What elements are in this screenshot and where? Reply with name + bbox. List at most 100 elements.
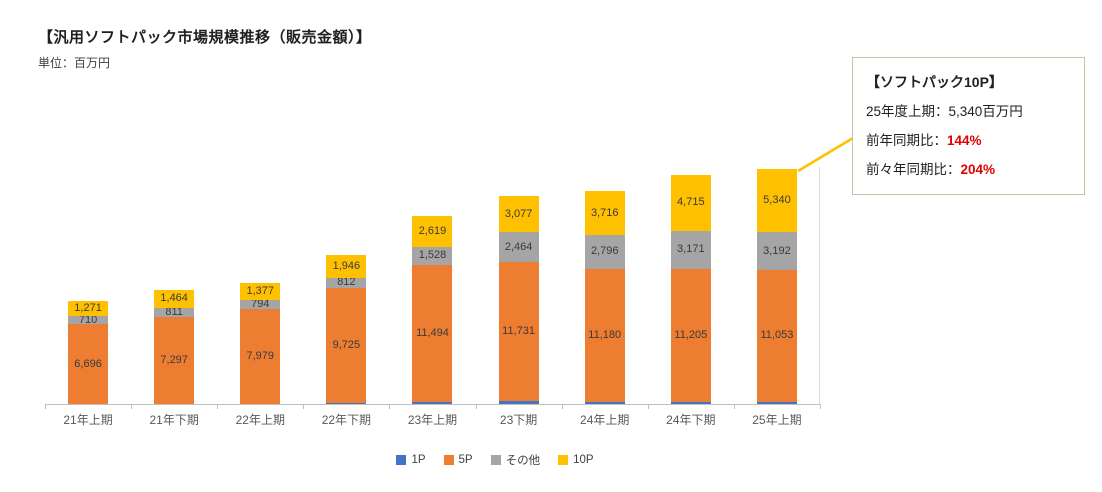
bar-segment-その他	[240, 299, 281, 310]
data-label-その他: 811	[165, 305, 183, 318]
data-label-その他: 3,171	[677, 243, 705, 256]
data-label-5P: 11,053	[760, 329, 794, 342]
bar-segment-10P	[498, 195, 539, 233]
bar-segment-1P	[498, 401, 539, 404]
legend-label: 10P	[573, 454, 594, 466]
data-label-10P: 2,619	[418, 224, 447, 237]
x-axis-label: 25年上期	[752, 413, 802, 427]
bar-segment-その他	[756, 232, 797, 271]
data-label-その他: 710	[78, 313, 98, 326]
legend: 1P 5P その他 10P	[45, 452, 945, 468]
bar-segment-5P	[412, 265, 453, 402]
callout-line-2: 前年同期比：144%	[866, 126, 1071, 155]
axis-tick	[389, 404, 391, 409]
unit-label: 単位：百万円	[38, 56, 111, 70]
data-label-10P: 1,464	[160, 292, 188, 305]
bar-segment-10P	[154, 290, 195, 308]
callout-line-2-value: 144%	[947, 133, 982, 148]
data-label-10P: 4,715	[677, 196, 705, 209]
data-label-10P: 3,077	[504, 207, 533, 220]
callout-line-2-text: 前年同期比：	[866, 133, 947, 148]
data-label-10P: 1,377	[246, 284, 275, 297]
axis-tick	[303, 404, 305, 409]
data-label-10P: 1,271	[74, 301, 102, 314]
axis-tick	[561, 404, 563, 409]
callout-line-1: 25年度上期：5,340百万円	[866, 97, 1071, 126]
legend-item-5P: 5P	[443, 454, 473, 466]
data-label-5P: 11,731	[502, 325, 535, 338]
bar-segment-その他	[412, 246, 453, 265]
callout-box: 【ソフトパック10P】 25年度上期：5,340百万円 前年同期比：144% 前…	[852, 57, 1085, 195]
legend-label: 1P	[411, 454, 426, 466]
axis-tick	[475, 404, 477, 409]
data-label-5P: 11,494	[416, 326, 449, 339]
callout-line-3-value: 204%	[960, 162, 996, 177]
axis-tick	[733, 404, 735, 409]
bar-segment-その他	[68, 315, 109, 325]
axis-tick	[820, 404, 821, 409]
bar-segment-1P	[756, 401, 797, 404]
x-axis-label: 22年上期	[235, 413, 285, 427]
bar-segment-10P	[584, 191, 625, 236]
bar-segment-5P	[326, 287, 367, 404]
bar-segment-5P	[670, 268, 711, 402]
x-axis-label: 23年上期	[407, 413, 458, 427]
bar-segment-1P	[670, 401, 711, 404]
bar-segment-10P	[412, 215, 453, 247]
data-label-その他: 1,528	[418, 249, 447, 262]
bar-segment-5P	[68, 324, 109, 404]
data-label-その他: 812	[337, 276, 356, 289]
bar-segment-10P	[756, 168, 797, 233]
bar-segment-1P	[326, 403, 367, 404]
legend-swatch	[558, 455, 569, 465]
data-label-10P: 3,716	[590, 206, 619, 219]
data-label-5P: 9,725	[332, 339, 361, 352]
x-axis-label: 22年下期	[321, 413, 372, 427]
x-axis-label: 21年上期	[63, 413, 113, 427]
bar-segment-その他	[326, 278, 367, 288]
callout-line-3: 前々年同期比：204%	[866, 155, 1071, 184]
data-label-その他: 794	[251, 297, 270, 310]
legend-item-1P: 1P	[396, 454, 426, 466]
bar-segment-5P	[756, 270, 797, 402]
data-label-5P: 11,180	[588, 328, 622, 341]
bar-segment-5P	[154, 317, 195, 404]
legend-swatch	[443, 455, 454, 465]
legend-label: 5P	[458, 454, 473, 466]
bar-segment-10P	[68, 300, 109, 316]
data-label-5P: 7,297	[160, 354, 188, 367]
axis-tick	[217, 404, 219, 409]
legend-label: その他	[505, 455, 541, 467]
bar-segment-その他	[498, 232, 539, 262]
bar-segment-その他	[154, 307, 195, 318]
data-label-10P: 1,946	[332, 259, 361, 272]
data-label-その他: 3,192	[763, 244, 791, 257]
bar-segment-10P	[326, 254, 367, 279]
bar-segment-1P	[584, 401, 625, 404]
data-label-5P: 7,979	[246, 350, 275, 363]
plot-right-border	[819, 167, 820, 404]
x-axis-label: 24年下期	[666, 413, 716, 427]
bar-segment-5P	[240, 309, 281, 404]
chart-title: 【汎用ソフトパック市場規模推移（販売金額）】	[38, 29, 372, 46]
bar-segment-1P	[412, 401, 453, 404]
data-label-その他: 2,464	[504, 240, 533, 253]
axis-tick	[45, 404, 46, 409]
x-axis-label: 21年下期	[149, 413, 199, 427]
bar-segment-10P	[670, 174, 711, 231]
